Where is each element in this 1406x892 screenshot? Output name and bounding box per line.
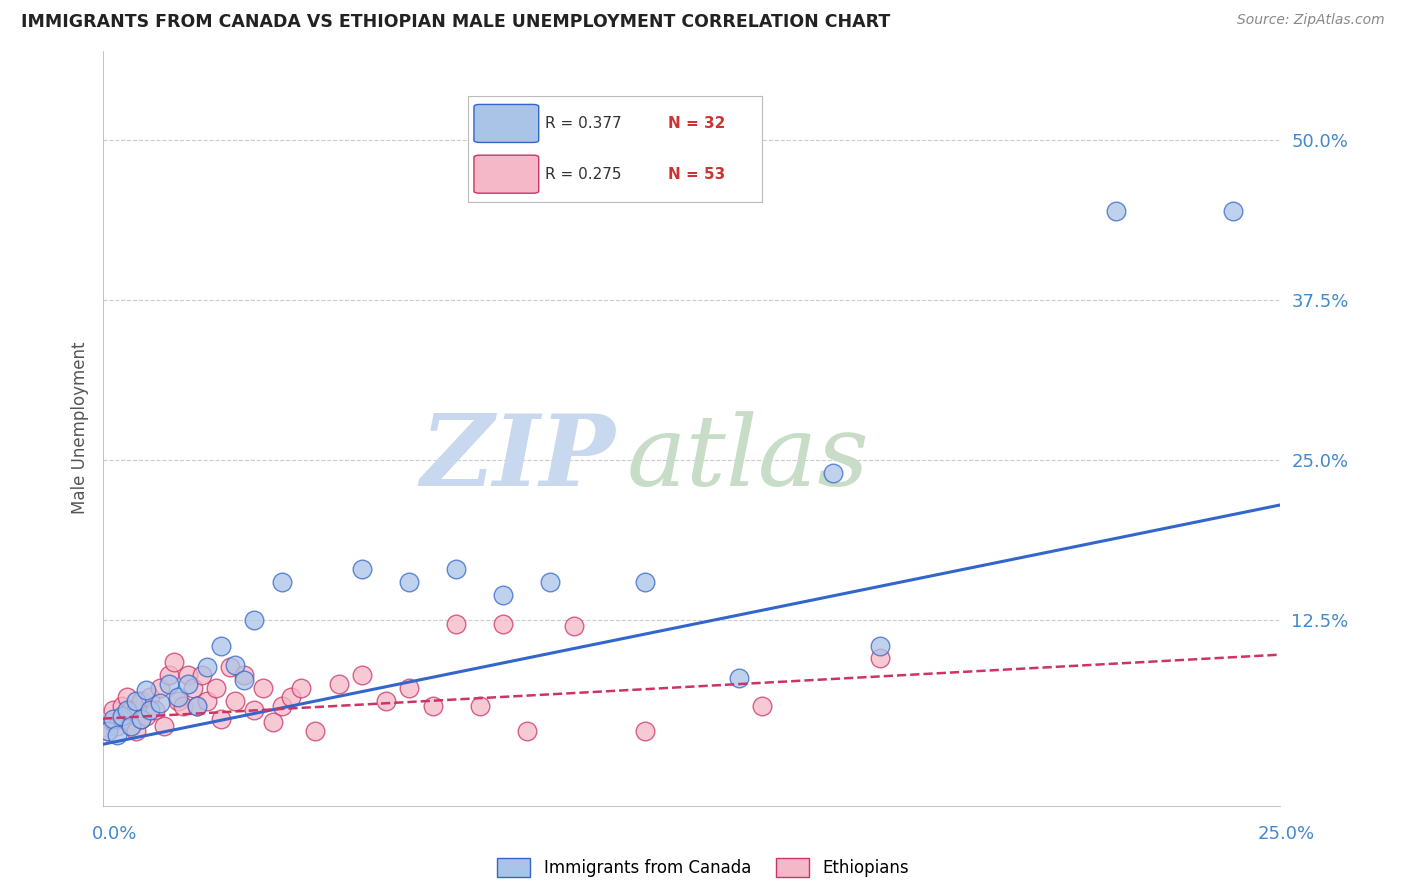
Point xyxy=(446,616,468,631)
Point xyxy=(209,639,232,653)
Point xyxy=(129,694,152,708)
Point xyxy=(101,703,124,717)
Point xyxy=(186,698,208,713)
Point xyxy=(398,574,420,589)
Point xyxy=(727,671,749,685)
Point xyxy=(172,698,194,713)
Point xyxy=(134,683,156,698)
Point xyxy=(516,724,538,739)
Point xyxy=(111,709,134,723)
Point xyxy=(821,466,844,480)
Point xyxy=(243,613,266,627)
Point xyxy=(398,681,420,695)
Point xyxy=(111,698,134,713)
Point xyxy=(233,668,256,682)
Point xyxy=(167,694,190,708)
Point xyxy=(262,715,284,730)
Point xyxy=(271,698,294,713)
Point xyxy=(163,656,186,670)
Point xyxy=(869,651,891,665)
Point xyxy=(271,574,294,589)
Point xyxy=(97,724,120,739)
Point xyxy=(115,703,138,717)
Point xyxy=(134,709,156,723)
Point xyxy=(139,690,162,704)
Text: Source: ZipAtlas.com: Source: ZipAtlas.com xyxy=(1237,13,1385,28)
Point xyxy=(374,694,396,708)
Point xyxy=(328,677,350,691)
Point xyxy=(125,694,148,708)
Point xyxy=(129,712,152,726)
Legend: Immigrants from Canada, Ethiopians: Immigrants from Canada, Ethiopians xyxy=(491,851,915,884)
Point xyxy=(125,724,148,739)
Point xyxy=(280,690,302,704)
Text: ZIP: ZIP xyxy=(420,410,616,507)
Point xyxy=(177,677,200,691)
Point xyxy=(243,703,266,717)
Point xyxy=(352,668,374,682)
Text: atlas: atlas xyxy=(627,410,870,506)
Point xyxy=(167,690,190,704)
Point xyxy=(224,657,246,672)
Point xyxy=(195,660,218,674)
Point xyxy=(1104,203,1126,218)
Point xyxy=(143,703,166,717)
Point xyxy=(149,696,172,710)
Point xyxy=(157,677,180,691)
Point xyxy=(139,703,162,717)
Point xyxy=(869,639,891,653)
Text: IMMIGRANTS FROM CANADA VS ETHIOPIAN MALE UNEMPLOYMENT CORRELATION CHART: IMMIGRANTS FROM CANADA VS ETHIOPIAN MALE… xyxy=(21,13,890,31)
Point xyxy=(540,574,562,589)
Point xyxy=(422,698,444,713)
Point xyxy=(120,703,142,717)
Point xyxy=(115,706,138,721)
Text: 25.0%: 25.0% xyxy=(1257,825,1315,843)
Point xyxy=(633,574,655,589)
Point xyxy=(149,681,172,695)
Point xyxy=(252,681,274,695)
Point xyxy=(209,712,232,726)
Point xyxy=(97,724,120,739)
Point xyxy=(105,728,128,742)
Point xyxy=(562,619,585,633)
Point xyxy=(290,681,312,695)
Point xyxy=(304,724,326,739)
Point xyxy=(195,694,218,708)
Point xyxy=(101,712,124,726)
Point xyxy=(125,703,148,717)
Point xyxy=(446,562,468,576)
Point xyxy=(120,719,142,733)
Point xyxy=(205,681,228,695)
Point xyxy=(492,616,515,631)
Point xyxy=(177,668,200,682)
Point xyxy=(191,668,214,682)
Text: 0.0%: 0.0% xyxy=(91,825,136,843)
Point xyxy=(105,719,128,733)
Point xyxy=(751,698,773,713)
Point xyxy=(157,668,180,682)
Y-axis label: Male Unemployment: Male Unemployment xyxy=(72,342,89,515)
Point xyxy=(233,673,256,688)
Point xyxy=(181,681,204,695)
Point xyxy=(111,712,134,726)
Point xyxy=(633,724,655,739)
Point xyxy=(224,694,246,708)
Point xyxy=(1222,203,1244,218)
Point xyxy=(129,712,152,726)
Point xyxy=(101,715,124,730)
Point xyxy=(352,562,374,576)
Point xyxy=(115,690,138,704)
Point xyxy=(186,698,208,713)
Point xyxy=(153,719,176,733)
Point xyxy=(219,660,242,674)
Point xyxy=(120,719,142,733)
Point xyxy=(468,698,491,713)
Point xyxy=(492,587,515,601)
